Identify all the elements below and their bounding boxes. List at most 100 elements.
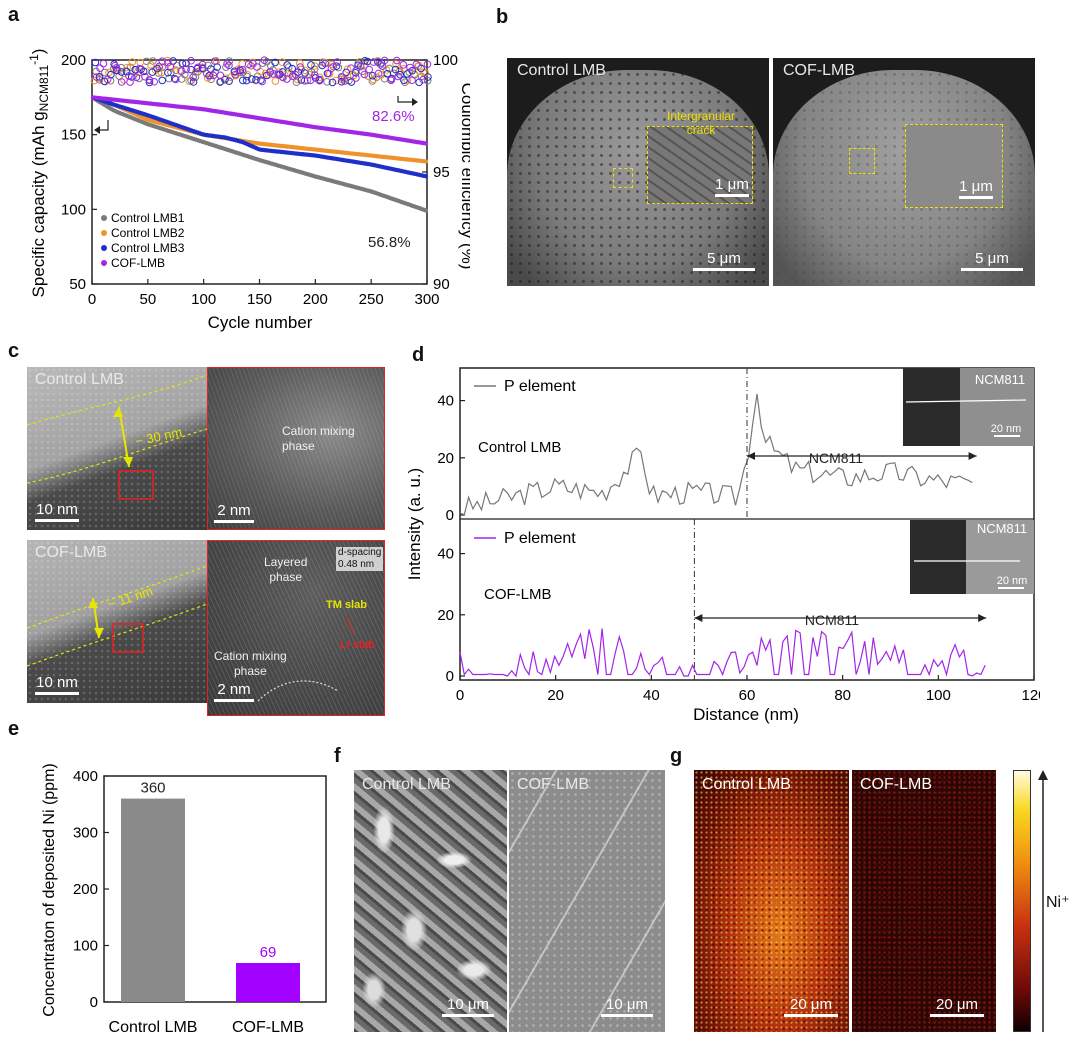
x-tick-label: 100 xyxy=(191,291,216,308)
tof-scale-cof: 20 μm xyxy=(930,996,984,1017)
sample-label-cof: COF-LMB xyxy=(484,586,552,603)
ce-point xyxy=(412,60,421,69)
legend-text-cof: P element xyxy=(504,530,576,547)
ce-point xyxy=(399,60,408,69)
ce-point xyxy=(198,64,207,73)
legend-label: Control LMB3 xyxy=(111,241,185,255)
tem-scale-control-right: 2 nm xyxy=(214,502,254,523)
ce-point xyxy=(117,78,126,86)
ce-point xyxy=(392,56,401,65)
ce-point xyxy=(243,70,252,79)
y-tick-label: 300 xyxy=(73,825,98,842)
colorbar-label: Ni⁺ xyxy=(1046,894,1070,911)
y2-tick-label: 90 xyxy=(433,276,450,293)
ce-point xyxy=(123,63,131,72)
ce-point xyxy=(234,65,243,73)
ce-point xyxy=(323,78,331,86)
ce-point xyxy=(95,73,104,81)
ce-point xyxy=(111,61,119,70)
y-tick-label: 0 xyxy=(446,668,454,685)
ce-point xyxy=(328,78,337,87)
ce-point xyxy=(368,77,377,85)
sem-title-control: Control LMB xyxy=(517,62,606,79)
ce-point xyxy=(307,61,315,69)
inset-scale-control: 1 μm xyxy=(715,176,749,197)
ce-point xyxy=(406,63,414,72)
chart-d-xlabel: Distance (nm) xyxy=(693,705,799,724)
ce-point xyxy=(396,70,404,79)
ce-point xyxy=(278,68,287,76)
legend-marker xyxy=(101,245,107,251)
ce-point xyxy=(369,58,378,66)
ce-point xyxy=(387,76,395,85)
panel-label-g: g xyxy=(670,745,683,767)
series-control-lmb2 xyxy=(90,95,429,164)
ce-point xyxy=(103,75,112,84)
ce-point xyxy=(238,66,247,74)
y-tick-label: 50 xyxy=(69,276,86,293)
chart-a: Specific capacity (mAh gNCM811-1) Coulom… xyxy=(27,49,470,332)
ce-point xyxy=(211,57,219,65)
ce-point xyxy=(271,58,279,67)
ce-point xyxy=(231,71,240,80)
ce-point xyxy=(148,68,157,76)
ce-point xyxy=(296,63,305,71)
ce-point xyxy=(374,69,383,78)
ce-point xyxy=(274,70,283,79)
inset-top: NCM811 20 nm xyxy=(903,368,1034,446)
chart-e: Concentraton of deposited Ni (ppm) 0 100 2… xyxy=(41,763,327,1036)
chart-d-ylabel: Intensity (a. u.) xyxy=(405,468,424,580)
ce-point xyxy=(380,56,389,65)
ce-point xyxy=(225,61,233,70)
panel-label-b: b xyxy=(496,6,509,28)
ce-point xyxy=(177,67,186,75)
ce-point xyxy=(131,65,139,74)
ce-point xyxy=(315,73,324,82)
li-slab-label: Li slab xyxy=(340,639,375,651)
y-tick-label: 150 xyxy=(61,127,86,144)
y-tick-label: 100 xyxy=(73,938,98,955)
ce-point xyxy=(225,77,233,85)
ce-point xyxy=(231,70,239,79)
svg-text:20 nm: 20 nm xyxy=(997,575,1028,587)
ce-point xyxy=(306,76,315,85)
sem-f-title-cof: COF-LMB xyxy=(517,776,589,793)
ce-point xyxy=(260,56,269,64)
ce-point xyxy=(189,78,198,86)
ce-point xyxy=(158,57,167,65)
y-tick-label: 20 xyxy=(437,607,454,624)
ce-point xyxy=(419,75,427,84)
x-tick-label: 150 xyxy=(247,291,272,308)
x-tick-label: 40 xyxy=(643,687,660,704)
ce-point xyxy=(142,57,151,66)
ce-point xyxy=(351,68,360,77)
ce-point xyxy=(333,58,342,66)
ce-point xyxy=(360,70,369,79)
tm-slab-label: TM slab xyxy=(326,599,367,611)
legend-marker xyxy=(101,215,107,221)
ce-point xyxy=(145,76,154,85)
ce-point xyxy=(185,77,194,86)
y-tick-label: 200 xyxy=(61,52,86,69)
region-label-cof: NCM811 xyxy=(805,612,859,628)
panel-label-d: d xyxy=(412,344,425,366)
crack-label: Intergranular crack xyxy=(667,109,736,137)
tem-cof-right: Layered phase d-spacing 0.48 nm TM slab Li… xyxy=(207,540,385,716)
ce-point xyxy=(171,75,180,84)
ce-point xyxy=(394,72,402,81)
x-tick-label: 0 xyxy=(456,687,464,704)
ce-point xyxy=(300,77,309,85)
x-tick-label: 60 xyxy=(739,687,756,704)
panel-label-a: a xyxy=(8,4,20,26)
ce-point xyxy=(221,75,229,84)
ce-point xyxy=(301,69,309,77)
colorbar-arrow xyxy=(1038,770,1048,1032)
y-tick-label: 200 xyxy=(73,881,98,898)
chart-e-ylabel: Concentraton of deposited Ni (ppm) xyxy=(41,763,58,1016)
bar-value-label: 69 xyxy=(260,944,277,961)
ce-point xyxy=(382,66,391,74)
category-label: Control LMB xyxy=(109,1019,198,1036)
legend-text-control: P element xyxy=(504,378,576,395)
tem-control-right: Cation mixing phase 2 nm xyxy=(207,367,385,530)
annotation-82-6: 82.6% xyxy=(372,108,415,125)
